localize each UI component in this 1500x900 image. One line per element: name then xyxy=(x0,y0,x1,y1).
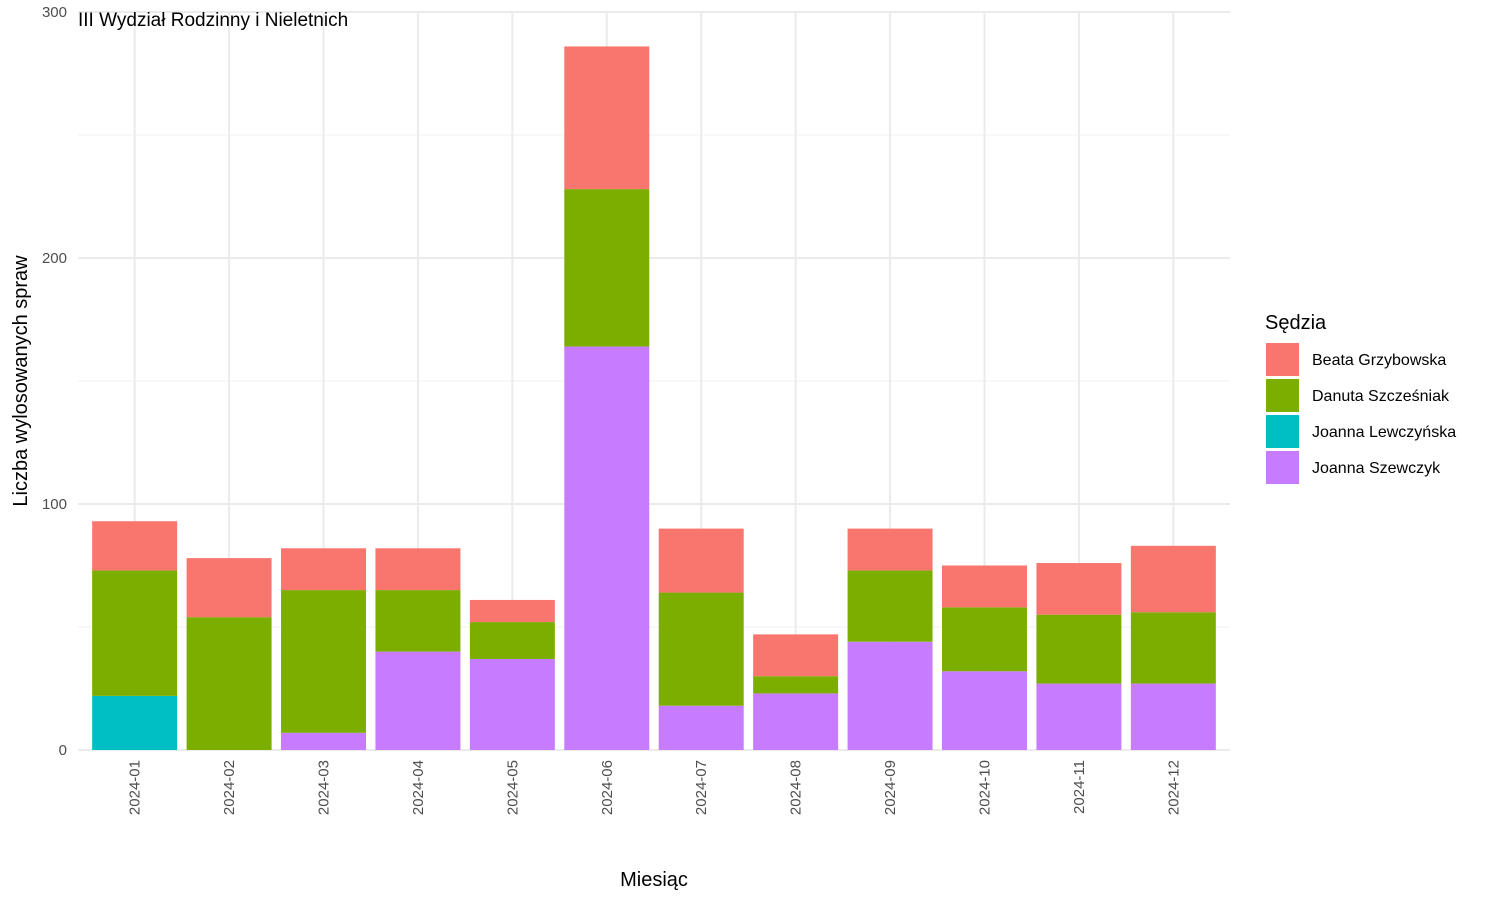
x-tick-labels: 2024-01 2024-02 2024-03 2024-04 2024-05 2024-… xyxy=(127,760,1183,815)
bar-segment xyxy=(92,570,178,696)
x-tick-label: 2024-01 xyxy=(127,760,144,815)
legend-label: Danuta Szcześniak xyxy=(1312,388,1450,405)
x-tick-label: 2024-04 xyxy=(410,760,427,815)
legend-label: Joanna Szewczyk xyxy=(1312,460,1441,477)
x-tick-label: 2024-12 xyxy=(1165,760,1182,815)
bar-segment xyxy=(753,634,839,677)
bar-segment xyxy=(92,695,178,750)
bar-segment xyxy=(564,346,650,750)
bar-segment xyxy=(186,558,272,618)
bar-segment xyxy=(847,570,933,642)
bar-segment xyxy=(281,732,366,750)
bar-segment xyxy=(847,528,933,571)
bar-segment xyxy=(281,548,366,591)
bar-segment xyxy=(469,622,555,659)
bar-segment xyxy=(564,46,650,190)
legend-label: Joanna Lewczyńska xyxy=(1312,424,1456,441)
bar-segment xyxy=(1036,563,1122,615)
bar-segment xyxy=(1036,683,1122,750)
bar-segment xyxy=(1130,683,1216,750)
x-axis-title: Miesiąc xyxy=(620,869,688,891)
x-tick-label: 2024-11 xyxy=(1071,760,1088,814)
bar-segment xyxy=(1036,614,1122,684)
bar-segment xyxy=(564,189,650,347)
bar-segment xyxy=(658,705,744,750)
y-tick-label: 0 xyxy=(59,742,67,759)
bar-segment xyxy=(942,671,1027,750)
x-tick-label: 2024-09 xyxy=(882,760,899,815)
bar-segment xyxy=(942,607,1027,672)
bar-segment xyxy=(658,592,744,706)
x-tick-label: 2024-05 xyxy=(504,760,521,815)
bar-segment xyxy=(942,565,1027,608)
y-tick-labels: 0 100 200 300 xyxy=(42,4,67,759)
bar-segment xyxy=(375,590,461,652)
legend-title: Sędzia xyxy=(1265,312,1327,334)
legend-swatch xyxy=(1266,379,1299,412)
bar-segment xyxy=(1130,545,1216,613)
bar-segment xyxy=(186,617,272,750)
legend: Sędzia Beata Grzybowska Danuta Szcześniak… xyxy=(1265,312,1456,484)
bar-segment xyxy=(375,651,461,750)
bar-segment xyxy=(658,528,744,593)
bar-segment xyxy=(469,599,555,623)
x-tick-label: 2024-10 xyxy=(976,760,993,815)
bar-segment xyxy=(753,693,839,750)
y-axis-title: Liczba wylosowanych spraw xyxy=(10,255,32,507)
bars-layer xyxy=(92,46,1216,750)
bar-segment xyxy=(375,548,461,591)
x-tick-label: 2024-07 xyxy=(693,760,710,815)
bar-segment xyxy=(847,641,933,750)
bar-segment xyxy=(1130,612,1216,684)
x-tick-label: 2024-08 xyxy=(788,760,805,815)
bar-segment xyxy=(92,521,178,571)
x-tick-label: 2024-03 xyxy=(316,760,333,815)
x-tick-label: 2024-02 xyxy=(221,760,238,815)
bar-segment xyxy=(753,676,839,694)
y-tick-label: 100 xyxy=(42,496,67,513)
legend-swatch xyxy=(1266,343,1299,376)
bar-segment xyxy=(469,658,555,750)
chart-title: III Wydział Rodzinny i Nieletnich xyxy=(78,10,348,31)
y-tick-label: 300 xyxy=(42,4,67,21)
legend-swatch xyxy=(1266,451,1299,484)
legend-swatch xyxy=(1266,415,1299,448)
bar-segment xyxy=(281,590,366,733)
x-tick-label: 2024-06 xyxy=(599,760,616,815)
legend-label: Beata Grzybowska xyxy=(1312,352,1446,369)
y-tick-label: 200 xyxy=(42,250,67,267)
